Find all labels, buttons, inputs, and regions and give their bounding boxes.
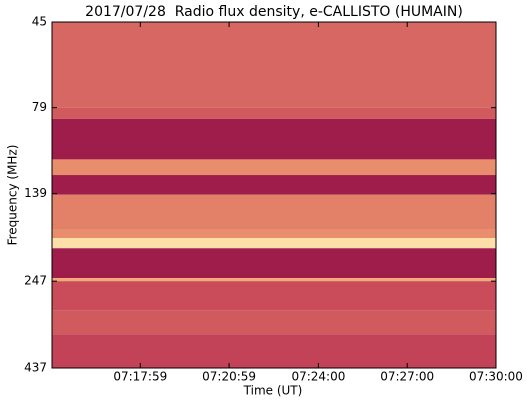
x-tick-label: 07:27:00 <box>380 370 434 384</box>
spectrum-band <box>52 159 496 176</box>
spectrum-band <box>52 310 496 335</box>
spectrum-band <box>52 281 496 311</box>
spectrum-band <box>52 118 496 160</box>
chart-title: 2017/07/28 Radio flux density, e-CALLIST… <box>85 4 463 20</box>
x-tick-label: 07:30:00 <box>469 370 523 384</box>
y-tick-label: 437 <box>24 361 47 375</box>
y-axis-label: Frequency (MHz) <box>6 145 20 246</box>
plot-frame <box>51 21 497 369</box>
x-axis-label: Time (UT) <box>243 384 303 398</box>
spectrum-band <box>52 22 496 108</box>
x-tick-label: 07:17:59 <box>113 370 167 384</box>
spectrum-band <box>52 248 496 279</box>
y-tick-label: 79 <box>32 100 47 114</box>
spectrum-band <box>52 334 496 368</box>
spectrum-band <box>52 175 496 195</box>
x-tick-label: 07:24:00 <box>291 370 345 384</box>
spectrum-band <box>52 107 496 119</box>
x-tick-label: 07:20:59 <box>202 370 256 384</box>
y-tick-label: 139 <box>24 186 47 200</box>
y-tick-label: 247 <box>24 274 47 288</box>
spectrum-band <box>52 229 496 238</box>
y-tick-label: 45 <box>32 15 47 29</box>
spectrum-band <box>52 278 496 282</box>
spectrum-band <box>52 194 496 230</box>
spectrum-band <box>52 237 496 249</box>
